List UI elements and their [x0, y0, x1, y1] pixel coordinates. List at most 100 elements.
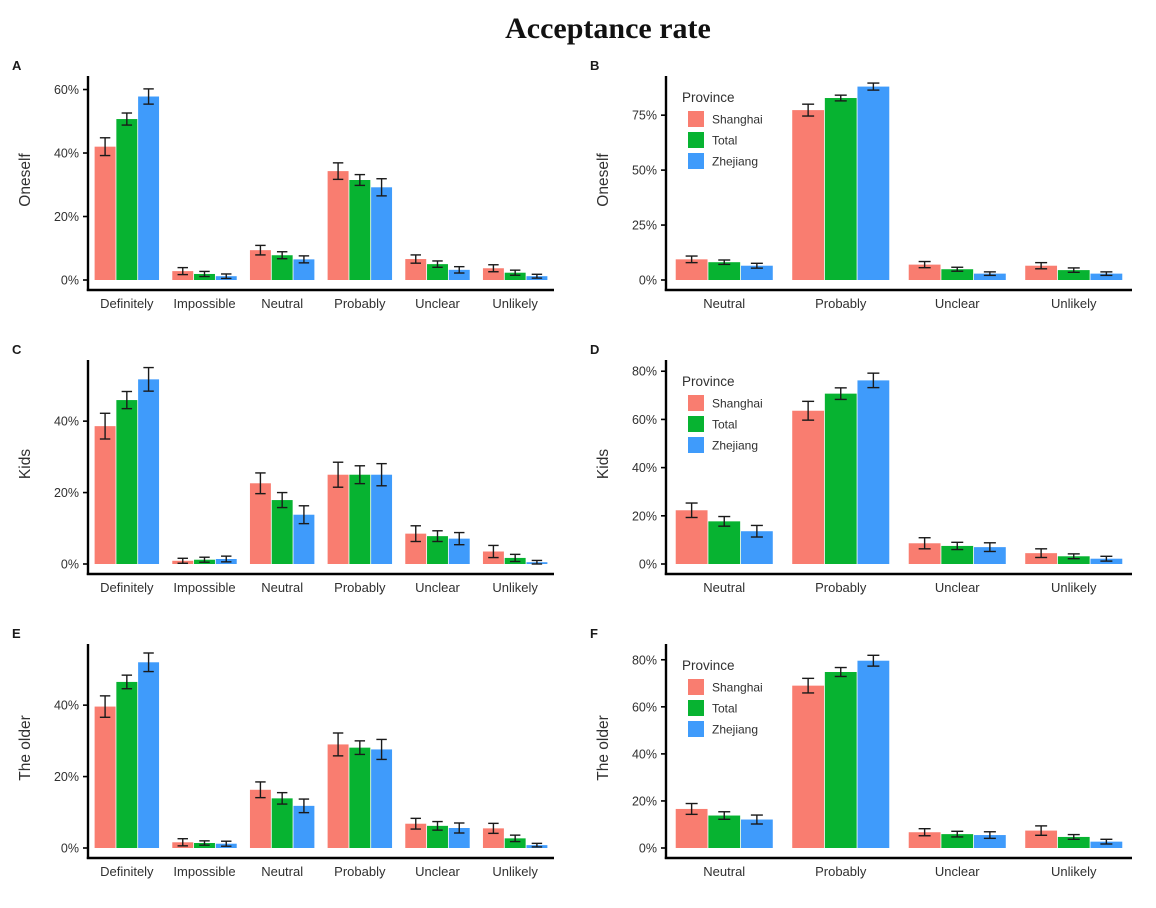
error-bar	[410, 817, 421, 830]
bar-shanghai	[675, 808, 708, 848]
error-bar	[918, 828, 931, 837]
error-bar	[143, 652, 154, 673]
bar-zhejiang	[293, 514, 315, 564]
x-category-label: Unclear	[415, 296, 460, 311]
bar-zhejiang	[857, 660, 890, 848]
error-bar	[1035, 261, 1048, 270]
bar-total	[708, 262, 741, 280]
y-tick-label: 40%	[632, 747, 657, 761]
error-bar	[983, 831, 996, 840]
error-bar	[951, 830, 964, 838]
x-category-label: Unclear	[935, 864, 980, 879]
panel-D: D 0% 20% 40% 60% 80% Kids Neutral Probably Unclea…	[578, 338, 1156, 622]
bar-total	[271, 500, 293, 564]
bar-shanghai	[1025, 265, 1058, 280]
y-tick-label: 25%	[632, 219, 657, 233]
bar-total	[941, 269, 974, 280]
chart-E: 0% 20% 40% The older Definitely Impossible Neu…	[17, 644, 554, 879]
error-bar	[488, 264, 499, 273]
legend-label-shanghai: Shanghai	[712, 681, 763, 695]
y-tick-label: 0%	[639, 842, 657, 856]
legend-swatch-zhejiang	[688, 153, 704, 169]
y-tick-label: 0%	[61, 842, 79, 856]
bar-shanghai	[792, 410, 825, 564]
bar-shanghai	[94, 706, 116, 848]
error-bar	[867, 372, 880, 389]
bar-shanghai	[482, 268, 504, 280]
legend-swatch-total	[688, 416, 704, 432]
bar-shanghai	[249, 250, 271, 280]
bar-total	[504, 272, 526, 280]
bar-total	[824, 393, 857, 564]
error-bar	[410, 525, 421, 543]
error-bar	[531, 842, 543, 848]
y-tick-label: 60%	[632, 700, 657, 714]
error-bar	[834, 666, 847, 678]
bar-shanghai	[675, 510, 708, 564]
legend-title: Province	[682, 90, 735, 105]
bar-total	[824, 672, 857, 848]
x-category-label: Probably	[815, 580, 867, 595]
error-bar	[376, 738, 387, 761]
error-bar	[454, 531, 465, 546]
x-category-label: Neutral	[703, 296, 745, 311]
error-bar	[354, 465, 366, 485]
error-bar	[867, 82, 880, 91]
error-bar	[432, 260, 443, 269]
error-bar	[750, 524, 763, 538]
bar-total	[504, 838, 526, 848]
y-tick-label: 75%	[632, 109, 657, 123]
legend-label-zhejiang: Zhejiang	[712, 155, 758, 169]
x-category-label: Unclear	[415, 580, 460, 595]
bar-total	[271, 798, 293, 848]
legend-label-total: Total	[712, 134, 737, 148]
error-bar	[432, 530, 443, 543]
error-bar	[1067, 267, 1080, 274]
error-bar	[354, 740, 366, 756]
x-category-label: Impossible	[173, 864, 235, 879]
x-category-label: Neutral	[261, 864, 303, 879]
error-bar	[99, 695, 111, 718]
error-bar	[376, 462, 387, 487]
error-bar	[298, 255, 310, 264]
error-bar	[1067, 553, 1080, 560]
error-bar	[1067, 833, 1080, 840]
error-bar	[298, 798, 310, 814]
panel-letter-F: F	[590, 626, 599, 641]
y-tick-label: 40%	[54, 147, 79, 161]
bar-shanghai	[1025, 830, 1058, 848]
legend-swatch-zhejiang	[688, 721, 704, 737]
bar-total	[116, 400, 138, 564]
bar-shanghai	[249, 789, 271, 848]
legend-swatch-total	[688, 700, 704, 716]
bar-shanghai	[908, 264, 941, 280]
error-bar	[834, 387, 847, 401]
bar-zhejiang	[857, 380, 890, 564]
bar-total	[349, 474, 371, 564]
x-category-label: Impossible	[173, 296, 235, 311]
error-bar	[99, 412, 111, 440]
y-tick-label: 50%	[632, 164, 657, 178]
error-bar	[121, 112, 133, 126]
x-category-label: Probably	[815, 296, 867, 311]
error-bar	[531, 273, 543, 279]
bar-total	[1057, 836, 1090, 848]
bar-total	[349, 747, 371, 848]
legend-swatch-shanghai	[688, 111, 704, 127]
legend-label-zhejiang: Zhejiang	[712, 723, 758, 737]
error-bar	[685, 502, 698, 519]
bar-total	[941, 834, 974, 848]
bar-zhejiang	[371, 474, 393, 564]
y-axis-title: Kids	[595, 449, 612, 479]
error-bar	[410, 254, 421, 264]
error-bar	[718, 515, 731, 527]
y-tick-label: 0%	[61, 274, 79, 288]
error-bar	[332, 461, 344, 488]
x-category-label: Neutral	[703, 864, 745, 879]
bar-shanghai	[1025, 553, 1058, 564]
y-tick-label: 0%	[639, 558, 657, 572]
error-bar	[121, 390, 133, 410]
error-bar	[488, 822, 499, 835]
error-bar	[276, 251, 288, 260]
error-bar	[1100, 555, 1113, 562]
